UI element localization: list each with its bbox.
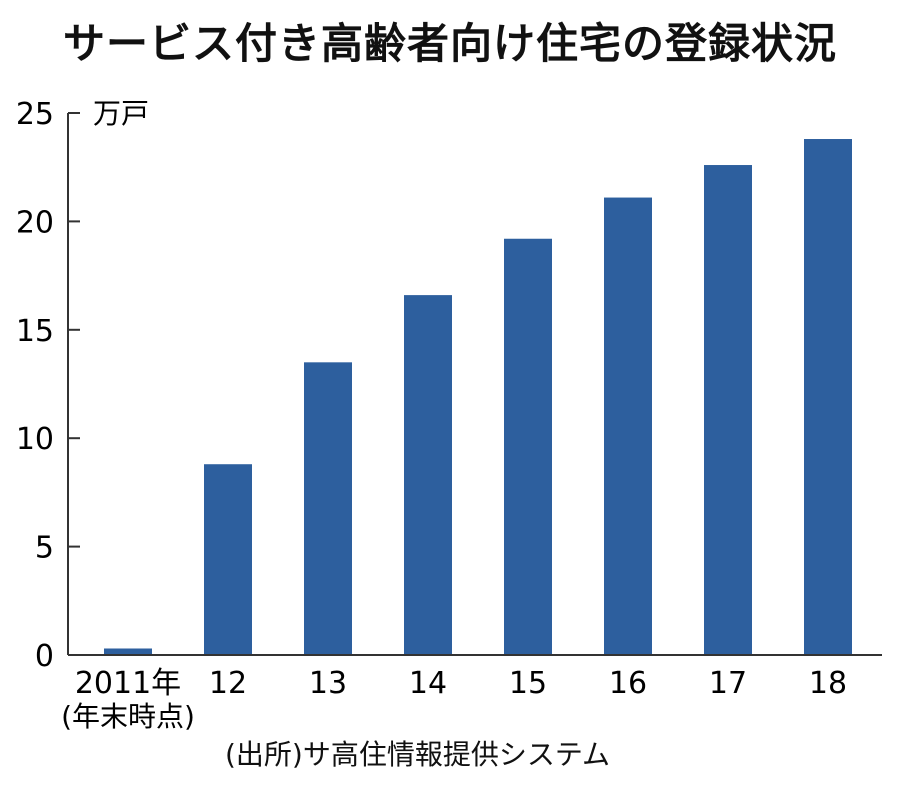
y-ticks-group: 0 5 10 15 20 25: [16, 97, 80, 674]
bar: [504, 238, 552, 655]
chart-title: サービス付き高齢者向け住宅の登録状況: [62, 19, 837, 68]
bar: [604, 197, 652, 655]
bars-group: [104, 139, 852, 656]
x-tick-label: 12: [209, 666, 247, 701]
bar: [304, 362, 352, 655]
axes-group: [67, 113, 882, 656]
y-unit-label: 万戸: [93, 97, 149, 130]
bar: [204, 464, 252, 655]
x-tick-label: 18: [809, 666, 847, 701]
x-category-note: (年末時点): [61, 700, 195, 733]
y-tick-label: 25: [16, 97, 54, 132]
source-note: (出所)サ高住情報提供システム: [225, 738, 611, 771]
x-ticks-group: 2011年 12 13 14 15 16 17 18: [75, 666, 847, 701]
x-tick-label: 13: [309, 666, 347, 701]
x-tick-label: 17: [709, 666, 747, 701]
y-tick-label: 20: [16, 205, 54, 240]
bar: [104, 648, 152, 655]
y-tick-label: 10: [16, 422, 54, 457]
y-tick-label: 0: [35, 639, 54, 674]
x-tick-label: 14: [409, 666, 447, 701]
bar: [404, 295, 452, 655]
x-tick-label: 15: [509, 666, 547, 701]
bar: [804, 139, 852, 656]
x-tick-label: 2011年: [75, 666, 181, 701]
y-tick-label: 5: [35, 531, 54, 566]
x-tick-label: 16: [609, 666, 647, 701]
bar: [704, 165, 752, 656]
y-tick-label: 15: [16, 314, 54, 349]
